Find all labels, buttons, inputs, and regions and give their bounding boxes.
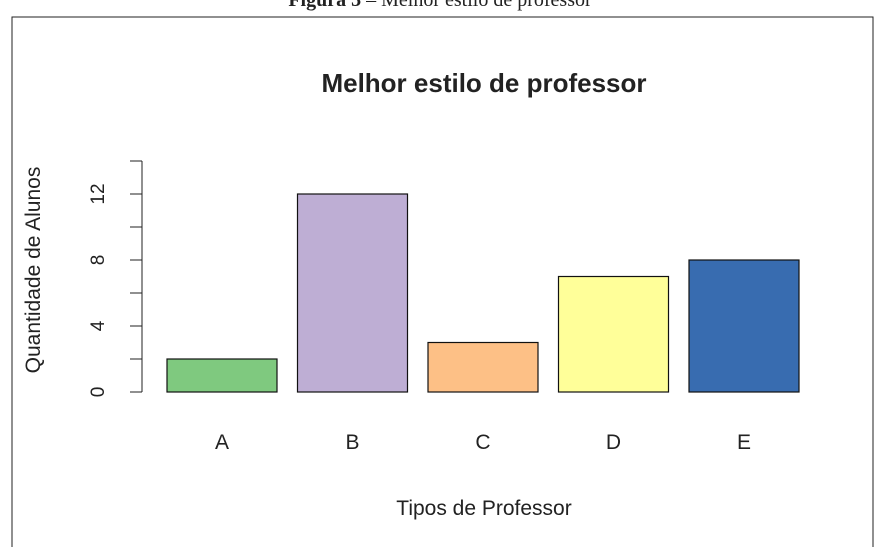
bar	[557, 275, 670, 393]
y-axis-label: Quantidade de Alunos	[22, 167, 45, 374]
x-tick-label: B	[345, 431, 359, 454]
chart-title: Melhor estilo de professor	[321, 68, 646, 98]
frame	[11, 16, 874, 547]
y-tick-label: 12	[88, 183, 109, 204]
figure-caption: Figura 3 – Melhor estilo de professor	[288, 0, 592, 11]
x-axis-label: Tipos de Professor	[396, 497, 571, 520]
x-tick-label: C	[475, 431, 490, 454]
bar	[166, 358, 278, 393]
y-tick-label: 4	[88, 320, 109, 331]
bar	[427, 341, 539, 393]
x-tick-label: D	[606, 431, 621, 454]
caption-label: Figura 3	[288, 0, 361, 11]
y-tick-label: 0	[88, 387, 109, 398]
caption-text: – Melhor estilo de professor	[365, 0, 592, 11]
x-tick-label: A	[215, 431, 229, 454]
bar	[688, 259, 800, 393]
bar	[296, 193, 409, 393]
y-tick-label: 8	[88, 255, 109, 266]
x-tick-label: E	[737, 431, 751, 454]
